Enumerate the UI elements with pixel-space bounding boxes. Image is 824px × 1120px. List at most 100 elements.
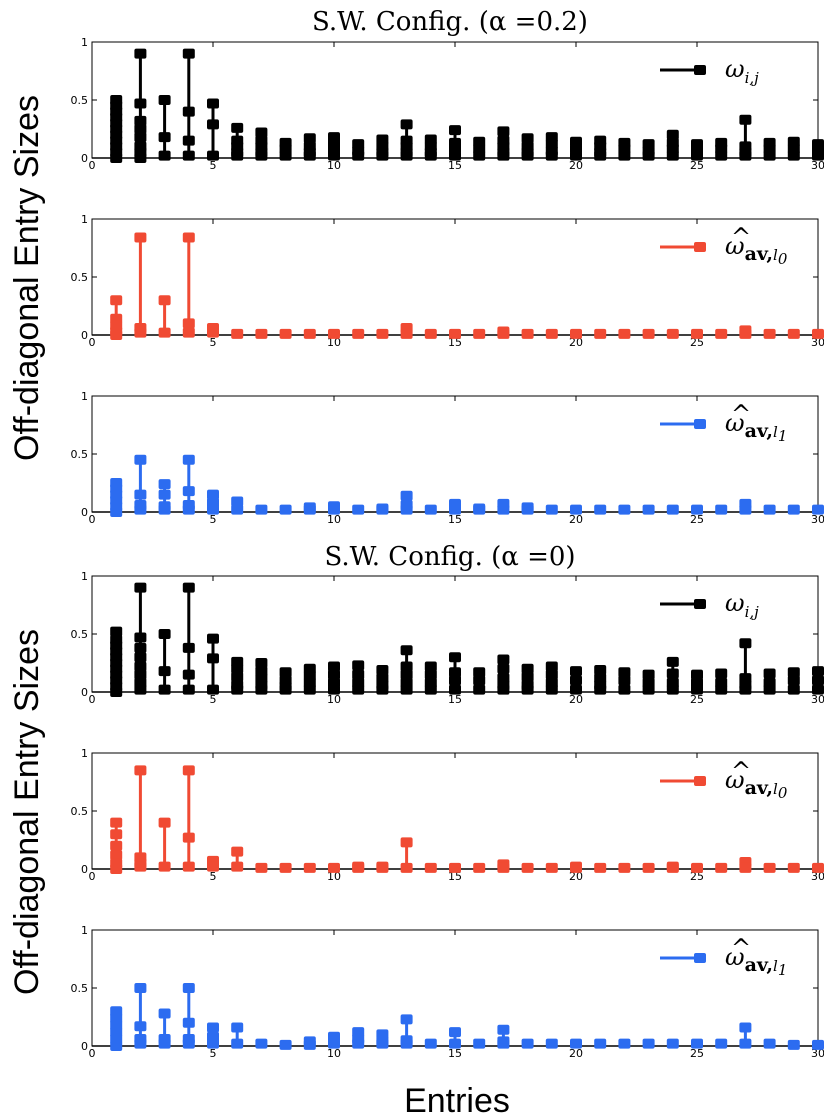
stem-marker: [449, 667, 461, 678]
stem-marker: [642, 1038, 655, 1049]
y-tick-label: 0.5: [71, 448, 89, 461]
stem-marker: [231, 1038, 244, 1049]
stem-marker: [691, 150, 703, 161]
stem-marker: [134, 765, 147, 776]
stem-marker: [763, 668, 776, 679]
x-tick-label: 15: [448, 870, 462, 883]
stem-marker: [279, 1039, 292, 1050]
stem-marker: [521, 671, 534, 682]
stem-marker: [594, 862, 607, 873]
stem-marker: [110, 1041, 123, 1051]
stem-marker: [642, 684, 655, 695]
stem-marker: [812, 1039, 824, 1050]
x-tick-label: 0: [89, 870, 96, 883]
legend-hat: ^: [731, 934, 751, 962]
stem-marker: [400, 490, 413, 501]
legend-label: ωi,j: [725, 589, 759, 621]
stem-marker: [182, 486, 195, 497]
stem-marker: [739, 684, 752, 695]
stem-marker: [328, 684, 340, 695]
stem-marker: [328, 150, 340, 161]
x-tick-label: 30: [811, 336, 824, 349]
stem-marker: [352, 684, 365, 695]
stem-marker: [328, 669, 340, 680]
axes-frame: [91, 752, 819, 870]
stem-marker: [594, 150, 607, 161]
stem-marker: [424, 1038, 437, 1049]
stem-marker: [400, 645, 413, 656]
stem-marker: [787, 675, 800, 686]
stem-marker: [424, 862, 437, 873]
stem-marker: [570, 675, 582, 686]
stem-marker: [352, 504, 365, 515]
stem-marker: [134, 153, 147, 163]
stem-marker: [570, 666, 582, 677]
panel-2-3: 0 5 10 15 20 25 30 0 0.5 1 ωav,l1^: [71, 924, 824, 1060]
stem-marker: [497, 504, 510, 515]
stem-marker: [545, 1038, 558, 1049]
stem-marker: [666, 504, 679, 515]
legend: ωav,l1^: [660, 934, 787, 979]
stem-marker: [763, 1038, 776, 1049]
x-tick-label: 25: [690, 159, 704, 172]
x-tick-label: 25: [690, 693, 704, 706]
stem-marker: [449, 328, 461, 339]
x-tick-label: 30: [811, 870, 824, 883]
stem-marker: [545, 661, 558, 672]
stem-marker: [787, 667, 800, 678]
stem-marker: [182, 669, 195, 680]
x-tick-label: 15: [448, 336, 462, 349]
stem-marker: [400, 862, 413, 873]
stem-marker: [545, 669, 558, 680]
stem-marker: [497, 1024, 510, 1035]
stem-marker: [255, 658, 268, 668]
x-tick-label: 5: [210, 1047, 217, 1060]
stem-marker: [666, 862, 679, 873]
stem-marker: [207, 119, 219, 130]
stem-marker: [715, 504, 728, 515]
stem-marker: [787, 328, 800, 339]
x-tick-label: 30: [811, 693, 824, 706]
stem-marker: [328, 661, 340, 672]
stem-marker: [328, 862, 340, 873]
stem-marker: [666, 1038, 679, 1049]
x-tick-label: 20: [569, 1047, 583, 1060]
stem-marker: [400, 684, 413, 695]
x-tick-label: 5: [210, 693, 217, 706]
stem-marker: [231, 671, 244, 682]
stem-marker: [545, 328, 558, 339]
stem-marker: [352, 669, 365, 680]
x-tick-label: 5: [210, 513, 217, 526]
stem-marker: [570, 504, 582, 515]
stem-marker: [328, 328, 340, 339]
stem-marker: [521, 328, 534, 339]
stem-marker: [231, 846, 244, 857]
stem-marker: [376, 504, 389, 515]
legend-marker: [694, 65, 706, 75]
stem-marker: [303, 504, 316, 515]
stem-marker: [376, 664, 389, 675]
stem-marker: [182, 327, 195, 338]
x-tick-label: 5: [210, 336, 217, 349]
x-tick-label: 10: [327, 159, 341, 172]
stem-marker: [691, 684, 703, 695]
stem-marker: [328, 504, 340, 515]
stem-marker: [207, 684, 219, 695]
stem-marker: [449, 652, 461, 663]
legend-hat: ^: [731, 757, 751, 785]
stem-marker: [110, 864, 123, 874]
stem-marker: [158, 489, 171, 500]
stem-marker: [352, 1038, 365, 1049]
stem-marker: [207, 653, 219, 664]
stem-marker: [207, 98, 219, 109]
stem-marker: [715, 862, 728, 873]
stem-marker: [134, 1021, 147, 1032]
stem-marker: [182, 48, 195, 59]
x-tick-label: 0: [89, 159, 96, 172]
stem-marker: [110, 626, 123, 637]
stem-marker: [424, 684, 437, 695]
legend-marker: [694, 419, 706, 429]
stem-marker: [303, 1039, 316, 1050]
stem-marker: [134, 661, 147, 672]
